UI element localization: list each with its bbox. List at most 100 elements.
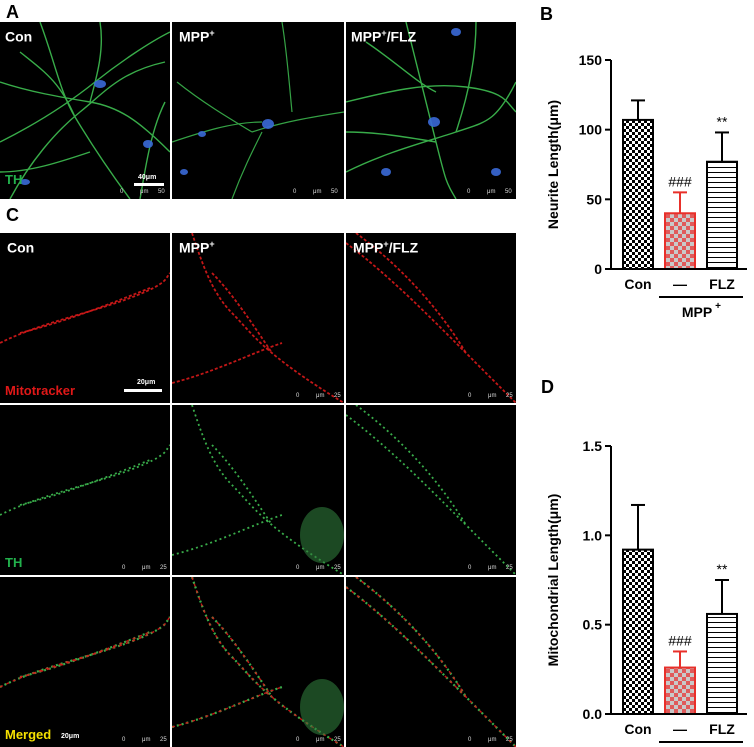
- bar-3: [706, 612, 738, 716]
- panel-letter-c: C: [6, 205, 19, 225]
- category-label: FLZ: [709, 276, 735, 292]
- y-axis-label: Mitochondrial Length(μm): [545, 494, 561, 667]
- y-tick-label: 0.5: [583, 617, 603, 633]
- bar-2: [664, 666, 696, 715]
- neuron-image: [0, 272, 170, 344]
- neuron-image: [346, 577, 516, 747]
- y-tick-label: 50: [586, 191, 602, 207]
- chart-neurite-length: 0 50 100 150 Neurite Length(μm) Con ### — ** FLZ M…: [545, 52, 747, 320]
- column-label-3: MPP+/FLZ: [353, 239, 419, 256]
- y-axis-label: Neurite Length(μm): [545, 100, 561, 229]
- micrograph-a-con: Con TH 40μm 0 μm 50: [0, 22, 170, 199]
- scale-tick: 0: [296, 565, 300, 571]
- channel-label-merged: Merged: [5, 727, 52, 742]
- scale-tick: 0: [468, 393, 472, 399]
- scale-label-40um: 40μm: [138, 174, 157, 181]
- scale-tick: μm: [316, 565, 325, 571]
- scale-tick: 25: [334, 737, 341, 743]
- significance-label: **: [717, 561, 728, 577]
- scale-tick: 25: [506, 393, 513, 399]
- neuron-image: [172, 577, 344, 747]
- scale-tick-unit: μm: [487, 189, 496, 195]
- scale-bar: [124, 389, 162, 392]
- bar-1: [622, 548, 654, 715]
- scale-tick-0: 0: [467, 189, 471, 195]
- significance-label: ###: [668, 173, 692, 189]
- scale-tick: μm: [142, 565, 151, 571]
- panel-letter-d: D: [541, 377, 554, 397]
- column-label-1: Con: [7, 239, 35, 256]
- y-tick-label: 100: [579, 122, 603, 138]
- scale-tick: 25: [334, 393, 341, 399]
- y-tick-label: 150: [579, 52, 603, 68]
- category-label: FLZ: [709, 721, 735, 737]
- neuron-image: [346, 233, 516, 403]
- y-tick-label: 1.5: [583, 438, 603, 454]
- scale-tick: 0: [468, 565, 472, 571]
- scale-tick: 25: [334, 565, 341, 571]
- scale-tick-0: 0: [293, 189, 297, 195]
- scale-tick: 0: [122, 565, 126, 571]
- micrograph-c-merged-1: Merged 20μm 0 μm 25: [0, 577, 170, 747]
- neuron-image: [0, 616, 170, 688]
- neuron-image: [0, 22, 170, 199]
- micrograph-c-merged-3: 0 μm 25: [346, 577, 516, 747]
- micrograph-c-merged-2: 0 μm 25: [172, 577, 344, 747]
- image-label-mpp-flz: MPP+/FLZ: [351, 28, 417, 45]
- panel-letter-b: B: [540, 4, 553, 24]
- y-tick-label: 1.0: [583, 527, 603, 543]
- channel-label-th: TH: [5, 555, 23, 570]
- scale-tick: 0: [468, 737, 472, 743]
- group-label-sup: +: [715, 301, 721, 312]
- category-label: Con: [624, 276, 651, 292]
- scale-tick: μm: [488, 737, 497, 743]
- scale-tick: 0: [296, 393, 300, 399]
- scale-tick: μm: [488, 393, 497, 399]
- image-label-con: Con: [5, 28, 33, 45]
- category-label: —: [673, 721, 687, 737]
- neuron-image: [0, 444, 170, 516]
- neuron-image: [346, 22, 516, 199]
- scale-tick-0: 0: [120, 189, 124, 195]
- category-label: Con: [624, 721, 651, 737]
- significance-label: ###: [668, 632, 692, 648]
- category-label: —: [673, 276, 687, 292]
- group-label: MPP: [682, 304, 712, 320]
- significance-label: **: [717, 113, 728, 129]
- scale-tick-unit: μm: [313, 189, 322, 195]
- micrograph-c-th-3: 0 μm 25: [346, 405, 516, 575]
- neuron-image: [346, 405, 516, 575]
- y-tick-label: 0.0: [583, 706, 603, 722]
- image-label-mpp: MPP+: [179, 28, 215, 45]
- scale-tick: μm: [142, 737, 151, 743]
- scale-bar: [134, 183, 164, 186]
- scale-tick: 0: [296, 737, 300, 743]
- scale-tick: μm: [316, 737, 325, 743]
- bar-2: [664, 212, 696, 270]
- channel-label-mitotracker: Mitotracker: [5, 383, 76, 398]
- micrograph-c-th-2: 0 μm 25: [172, 405, 344, 575]
- scale-label-20um: 20μm: [61, 733, 80, 740]
- neuron-image: [172, 233, 344, 403]
- micrograph-grid-c: Con Mitotracker 20μm MPP+ 0 μm 25 MPP+/FLZ 0 μm 25…: [0, 233, 516, 747]
- column-label-2: MPP+: [179, 239, 215, 256]
- micrograph-c-mitotracker-1: Con Mitotracker 20μm: [0, 233, 170, 403]
- panel-letter-a: A: [6, 2, 19, 22]
- scale-tick: μm: [316, 393, 325, 399]
- scale-tick: 0: [122, 737, 126, 743]
- micrograph-c-mitotracker-3: MPP+/FLZ 0 μm 25: [346, 233, 516, 403]
- scale-tick: 25: [506, 565, 513, 571]
- micrograph-c-mitotracker-2: MPP+ 0 μm 25: [172, 233, 344, 403]
- scale-tick-50: 50: [331, 189, 338, 195]
- bar-1: [622, 118, 654, 270]
- bar-3: [706, 160, 738, 270]
- channel-label-th: TH: [5, 172, 23, 187]
- scale-tick: μm: [488, 565, 497, 571]
- micrograph-c-th-1: TH 0 μm 25: [0, 405, 170, 575]
- micrograph-a-mpp: MPP+ 0 μm 50: [172, 22, 344, 199]
- scale-tick: 25: [506, 737, 513, 743]
- neuron-image: [172, 22, 344, 199]
- scale-label-20um: 20μm: [137, 379, 156, 386]
- scale-tick-50: 50: [505, 189, 512, 195]
- neuron-image: [172, 405, 344, 575]
